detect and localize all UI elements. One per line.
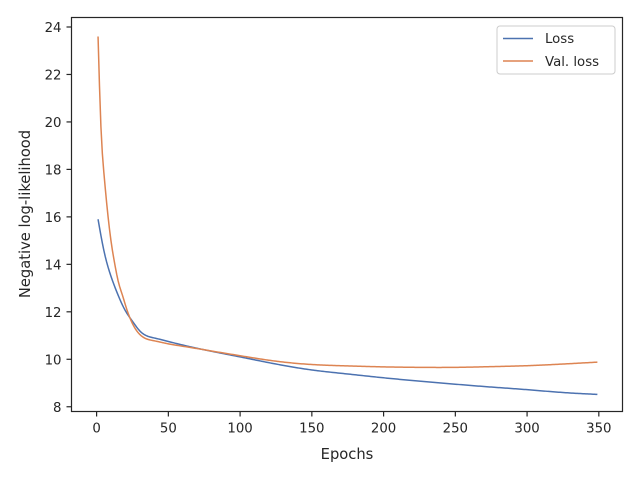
series-line-loss	[97, 219, 598, 396]
legend: Loss Val. loss	[496, 25, 616, 75]
x-axis-label: Epochs	[321, 446, 374, 463]
y-axis-label: Negative log-likelihood	[17, 130, 34, 298]
y-axis-ticks: 8 10 12 14 16 18 20 22 24	[45, 21, 72, 416]
x-tick-label: 150	[299, 422, 324, 437]
x-tick-label: 250	[443, 422, 468, 437]
y-tick-label: 20	[45, 116, 62, 131]
y-tick-label: 16	[45, 211, 62, 226]
legend-label-val-loss: Val. loss	[545, 55, 599, 70]
x-axis-ticks: 0 50 100 150 200 250 300 350	[92, 411, 612, 437]
series-lines	[97, 36, 598, 396]
plot-frame	[70, 16, 624, 413]
y-tick-label: 22	[45, 68, 62, 83]
y-tick-label: 12	[45, 306, 62, 321]
x-tick-label: 350	[586, 422, 611, 437]
legend-label-loss: Loss	[545, 32, 574, 47]
y-tick-label: 10	[45, 353, 62, 368]
x-tick-label: 0	[92, 422, 100, 437]
x-tick-label: 50	[160, 422, 177, 437]
y-tick-label: 24	[45, 21, 62, 36]
x-tick-label: 200	[371, 422, 396, 437]
x-tick-label: 300	[514, 422, 539, 437]
series-line-val-loss	[97, 36, 598, 369]
x-tick-label: 100	[227, 422, 252, 437]
y-tick-label: 14	[45, 258, 62, 273]
y-tick-label: 8	[53, 401, 61, 416]
y-tick-label: 18	[45, 163, 62, 178]
